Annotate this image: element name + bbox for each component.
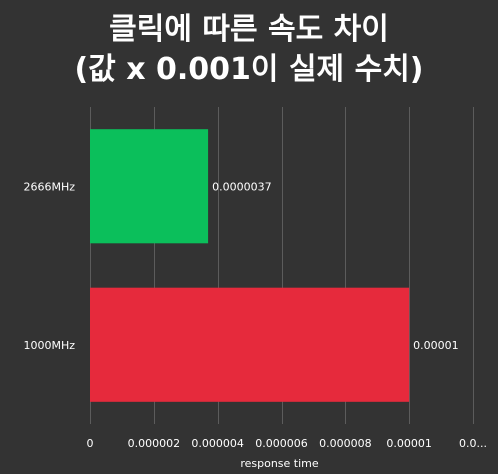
x-tick-label: 0.000004: [191, 437, 244, 450]
bar: [90, 287, 410, 402]
data-label: 0.0000037: [212, 180, 272, 193]
x-tick-label: 0.0...: [459, 437, 487, 450]
x-tick-label: 0.000006: [255, 437, 308, 450]
chart-title-line-1: 클릭에 따른 속도 차이: [109, 12, 389, 47]
x-tick-label: 0.000008: [319, 437, 372, 450]
x-tick-label: 0: [87, 437, 94, 450]
bar: [90, 129, 209, 244]
chart-title-line-2: (값 x 0.001이 실제 수치): [74, 52, 424, 87]
x-tick-label: 0.000002: [128, 437, 181, 450]
data-label: 0.00001: [413, 339, 459, 352]
x-tick-label: 0.00001: [386, 437, 432, 450]
category-label: 2666MHz: [23, 180, 75, 193]
x-axis-title: response time: [240, 457, 319, 470]
category-label: 1000MHz: [23, 339, 75, 352]
